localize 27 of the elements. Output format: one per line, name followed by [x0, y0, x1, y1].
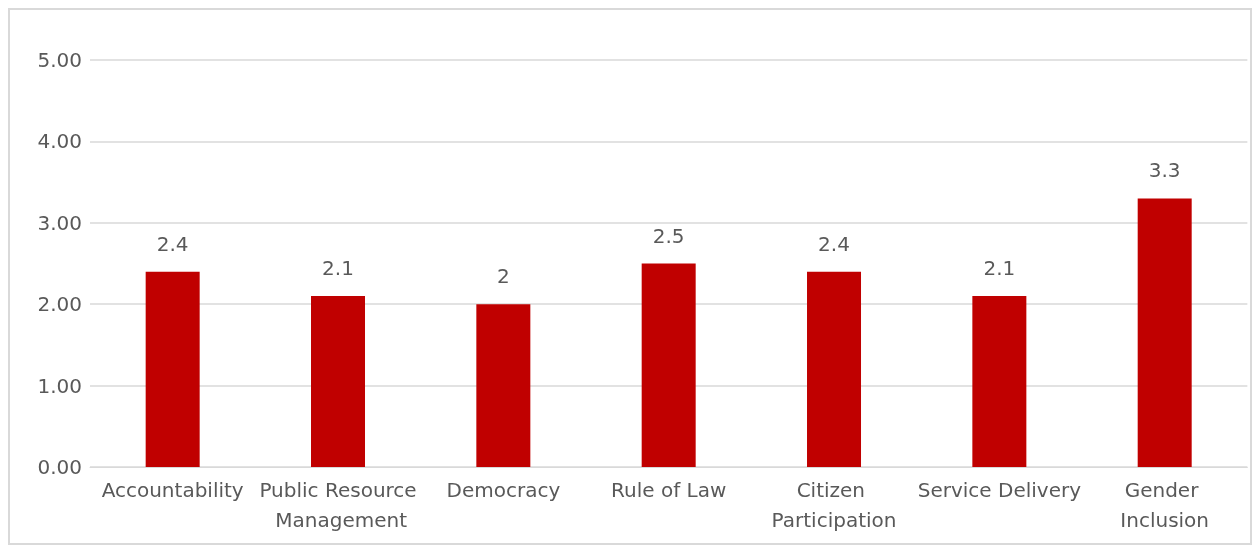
bar — [641, 263, 696, 467]
bar — [476, 304, 531, 467]
y-tick-label: 4.00 — [37, 129, 82, 154]
x-tick-label: Gender Inclusion — [1120, 478, 1210, 532]
data-label: 2.4 — [818, 231, 850, 256]
data-label: 2.5 — [652, 223, 685, 248]
y-tick-label: 3.00 — [37, 210, 82, 235]
y-tick-label: 0.00 — [37, 455, 82, 479]
x-tick-label: Citizen Participation — [771, 478, 897, 532]
bar — [1137, 198, 1192, 467]
data-label: 3.3 — [1148, 158, 1181, 183]
data-label: 2.1 — [983, 256, 1016, 281]
data-label: 2 — [496, 264, 510, 289]
x-tick-label: Democracy — [446, 478, 561, 502]
bar — [145, 271, 200, 467]
y-tick-label: 2.00 — [37, 292, 82, 317]
x-tick-label: Rule of Law — [611, 478, 727, 502]
data-label: 2.1 — [322, 256, 354, 281]
bar — [807, 271, 862, 467]
x-tick-label: Service Delivery — [917, 478, 1082, 502]
y-tick-label: 1.00 — [37, 373, 82, 398]
bar — [972, 296, 1027, 467]
x-tick-label: Accountability — [101, 478, 244, 502]
x-tick-label: Public Resource Management — [259, 478, 417, 532]
bar — [311, 296, 366, 467]
y-tick-label: 5.00 — [37, 48, 82, 72]
data-label: 2.4 — [156, 231, 189, 256]
